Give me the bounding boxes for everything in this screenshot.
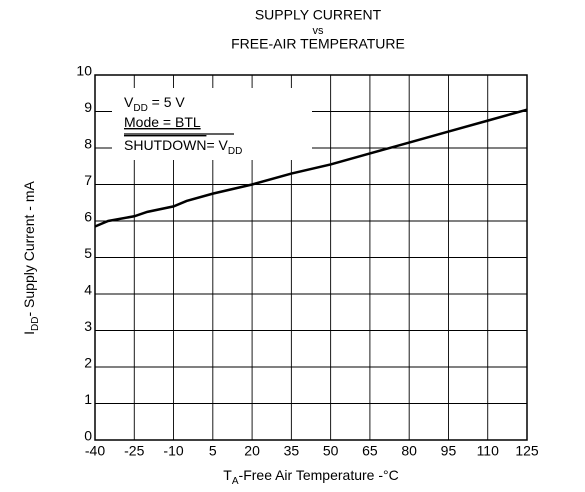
text-part: - Supply Current - mA [21,180,37,316]
text-part: -Free Air Temperature -°C [239,467,399,483]
x-tick-label: 125 [515,443,539,459]
x-tick-label: 35 [284,443,300,459]
text-part: SHUTDOWN [124,137,206,153]
x-tick-label: 80 [401,443,417,459]
text-part: V [124,94,134,110]
y-axis-label: IDD- Supply Current - mA [21,180,41,334]
y-tick-label: 3 [84,318,92,334]
x-tick-label: -10 [163,443,183,459]
text-part: T [223,467,232,483]
x-tick-label: 110 [477,443,500,459]
x-tick-label: 20 [244,443,260,459]
x-tick-label: 65 [362,443,378,459]
x-tick-label: 50 [323,443,339,459]
x-axis-label: TA-Free Air Temperature -°C [223,467,398,487]
x-tick-label: 95 [441,443,457,459]
chart-title: SUPPLY CURRENT [255,7,382,23]
y-tick-label: 2 [84,355,92,371]
text-part: A [232,476,239,487]
y-tick-label: 1 [84,391,92,407]
y-tick-label: 7 [84,172,92,188]
x-tick-label: -40 [85,443,105,459]
y-tick-label: 4 [84,282,92,298]
text-part: I [21,331,37,335]
chart-title: FREE-AIR TEMPERATURE [231,36,405,52]
text-part: = V [206,137,228,153]
y-tick-label: 9 [84,99,92,115]
plot-border [94,74,528,441]
data-line [94,108,528,228]
annotation: SHUTDOWN= VDD [124,137,242,157]
y-tick-label: 0 [84,428,92,444]
text-part: = 5 V [148,94,186,110]
chart-title: vs [313,25,325,37]
text-part: Mode = BTL [124,114,201,130]
y-tick-label: 8 [84,136,92,152]
text-part: DD [228,146,242,157]
annotation: VDD = 5 V [124,94,185,114]
annotation-box [112,88,312,160]
x-tick-label: -25 [124,443,144,459]
text-part: DD [133,103,147,114]
y-tick-label: 10 [76,63,92,79]
annotation: Mode = BTL [124,114,201,130]
x-tick-label: 5 [209,443,217,459]
y-tick-label: 6 [84,209,92,225]
y-tick-label: 5 [84,245,92,261]
text-part: DD [30,317,41,331]
